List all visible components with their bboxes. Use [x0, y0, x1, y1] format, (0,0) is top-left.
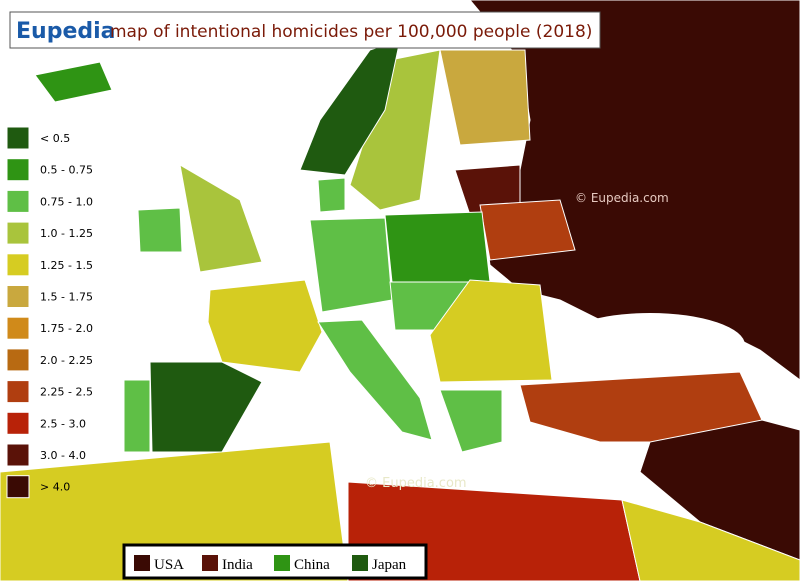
- comparison-swatch: [202, 555, 218, 571]
- legend-label: 0.5 - 0.75: [40, 164, 93, 177]
- legend-label: < 0.5: [40, 132, 70, 145]
- uk: [179, 164, 263, 273]
- legend-swatch: [6, 126, 30, 150]
- iceland: [34, 61, 113, 103]
- comparison-swatch: [352, 555, 368, 571]
- comparison-label: Japan: [372, 557, 407, 573]
- legend-label: 2.25 - 2.5: [40, 386, 93, 399]
- middle-east: [639, 419, 800, 561]
- legend-label: 1.75 - 2.0: [40, 322, 93, 335]
- black-sea: [555, 313, 745, 377]
- legend-swatch: [6, 348, 30, 372]
- legend-swatch: [6, 411, 30, 435]
- spain: [149, 361, 263, 453]
- legend-label: 1.0 - 1.25: [40, 227, 93, 240]
- watermark: © Eupedia.com: [365, 476, 467, 491]
- legend-swatch: [6, 380, 30, 404]
- legend-label: > 4.0: [40, 481, 70, 494]
- legend-swatch: [6, 158, 30, 182]
- legend-swatch: [6, 253, 30, 277]
- ireland: [137, 207, 183, 253]
- legend-label: 1.25 - 1.5: [40, 259, 93, 272]
- comparison-swatch: [134, 555, 150, 571]
- germany: [309, 217, 393, 313]
- title-box: [9, 11, 601, 49]
- france: [207, 279, 323, 373]
- belarus: [479, 199, 576, 261]
- legend-swatch: [6, 475, 30, 499]
- legend-label: 2.5 - 3.0: [40, 417, 86, 430]
- comparison-legend: USA India China Japan: [134, 555, 407, 573]
- legend-label: 2.0 - 2.25: [40, 354, 93, 367]
- comparison-swatch: [274, 555, 290, 571]
- map-title: map of intentional homicides per 100,000…: [110, 22, 592, 42]
- comparison-label: USA: [154, 557, 184, 573]
- balkans: [429, 279, 553, 383]
- legend-label: 3.0 - 4.0: [40, 449, 86, 462]
- legend-swatch: [6, 285, 30, 308]
- legend-label: 1.5 - 1.75: [40, 291, 93, 304]
- legend-swatch: [6, 189, 30, 213]
- egypt-arabia: [621, 499, 800, 581]
- italy: [317, 319, 433, 441]
- portugal: [123, 379, 151, 453]
- comparison-label: India: [222, 557, 253, 573]
- comparison-label: China: [294, 557, 330, 573]
- legend-label: 0.75 - 1.0: [40, 195, 93, 208]
- poland: [384, 211, 491, 283]
- brand: Eupedia: [16, 19, 116, 44]
- legend: < 0.5 0.5 - 0.75 0.75 - 1.0 1.0 - 1.25 1.25 …: [6, 126, 93, 499]
- finland: [439, 49, 531, 146]
- legend-swatch: [6, 316, 30, 340]
- legend-swatch: [6, 221, 30, 245]
- denmark: [317, 177, 346, 213]
- watermark: © Eupedia.com: [575, 191, 669, 205]
- greece: [439, 389, 503, 453]
- legend-swatch: [6, 443, 30, 467]
